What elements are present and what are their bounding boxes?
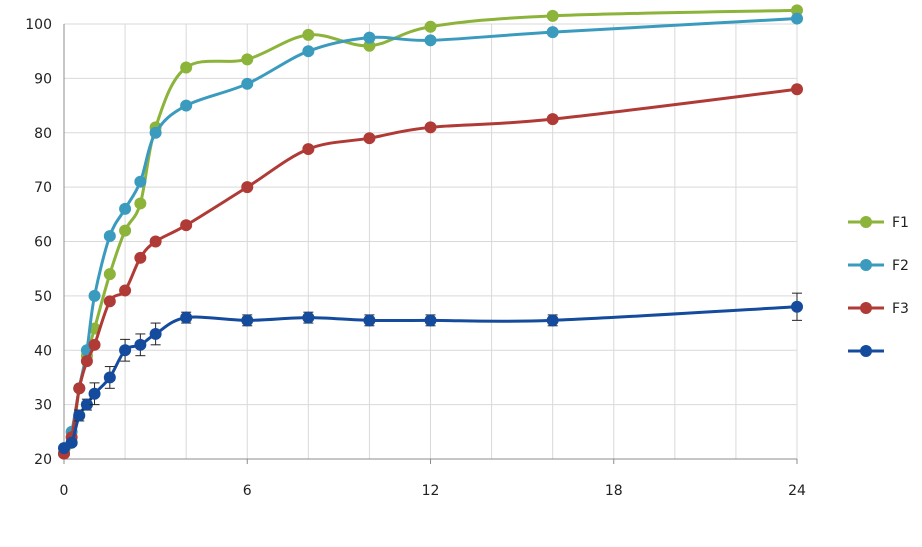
- series-f3: [58, 83, 803, 460]
- x-tick-label: 6: [243, 483, 252, 499]
- legend-label: F3: [892, 301, 909, 317]
- x-tick-label: 0: [60, 483, 69, 499]
- data-point: [134, 197, 147, 210]
- data-point: [302, 143, 315, 156]
- data-point: [119, 202, 132, 215]
- data-point: [546, 9, 559, 22]
- legend-entry: [848, 345, 884, 357]
- y-tick-label: 50: [34, 289, 52, 305]
- data-point: [149, 327, 162, 340]
- data-point: [424, 121, 437, 134]
- y-tick-label: 60: [34, 235, 52, 251]
- data-point: [424, 20, 437, 33]
- y-tick-label: 90: [34, 71, 52, 87]
- data-point: [134, 338, 147, 351]
- data-point: [80, 398, 93, 411]
- y-tick-label: 20: [34, 452, 52, 468]
- data-point: [103, 295, 116, 308]
- data-point: [119, 344, 132, 357]
- data-point: [791, 83, 803, 96]
- data-point: [119, 224, 132, 237]
- y-tick-label: 70: [34, 180, 52, 196]
- y-tick-label: 30: [34, 398, 52, 414]
- legend-swatch-marker: [860, 259, 872, 271]
- legend-entry: F1: [848, 215, 909, 231]
- data-point: [119, 284, 132, 297]
- legend-label: F1: [892, 215, 909, 231]
- data-point: [88, 387, 101, 400]
- data-point: [546, 26, 559, 39]
- data-point: [180, 61, 193, 74]
- data-point: [103, 230, 116, 243]
- data-point: [134, 251, 147, 264]
- legend: F1 F2 F3: [848, 215, 909, 357]
- x-tick-label: 24: [788, 483, 806, 499]
- data-point: [424, 34, 437, 47]
- data-point: [88, 289, 101, 302]
- data-point: [241, 77, 254, 90]
- data-point: [134, 175, 147, 188]
- data-point: [424, 314, 437, 327]
- data-point: [302, 45, 315, 58]
- legend-label: F2: [892, 258, 909, 274]
- data-point: [546, 113, 559, 126]
- legend-swatch-marker: [860, 216, 872, 228]
- data-point: [791, 12, 803, 25]
- y-tick-label: 40: [34, 343, 52, 359]
- data-point: [363, 314, 376, 327]
- axes: 20 30 40 50 60 70 80 90 100 0 6 12 18 24: [25, 17, 806, 499]
- data-point: [149, 235, 162, 248]
- data-point: [103, 268, 116, 281]
- data-point: [241, 314, 254, 327]
- data-point: [88, 338, 101, 351]
- data-point: [363, 31, 376, 44]
- data-point: [65, 436, 78, 449]
- y-tick-label: 100: [25, 17, 52, 33]
- series: [58, 4, 803, 460]
- data-point: [149, 126, 162, 139]
- data-point: [791, 300, 803, 313]
- legend-entry: F3: [848, 301, 909, 317]
- grid: [64, 23, 798, 460]
- series-unnamed: [58, 292, 803, 455]
- data-point: [80, 355, 93, 368]
- data-point: [73, 382, 86, 395]
- data-point: [73, 409, 86, 422]
- data-point: [363, 132, 376, 145]
- x-tick-label: 12: [422, 483, 440, 499]
- data-point: [103, 371, 116, 384]
- data-point: [546, 314, 559, 327]
- data-point: [180, 99, 193, 112]
- data-point: [241, 53, 254, 66]
- data-point: [302, 311, 315, 324]
- data-point: [241, 181, 254, 194]
- legend-entry: F2: [848, 258, 909, 274]
- y-tick-label: 80: [34, 126, 52, 142]
- x-tick-label: 18: [605, 483, 623, 499]
- data-point: [180, 311, 193, 324]
- legend-swatch-marker: [860, 345, 872, 357]
- data-point: [302, 28, 315, 41]
- legend-swatch-marker: [860, 302, 872, 314]
- data-point: [180, 219, 193, 232]
